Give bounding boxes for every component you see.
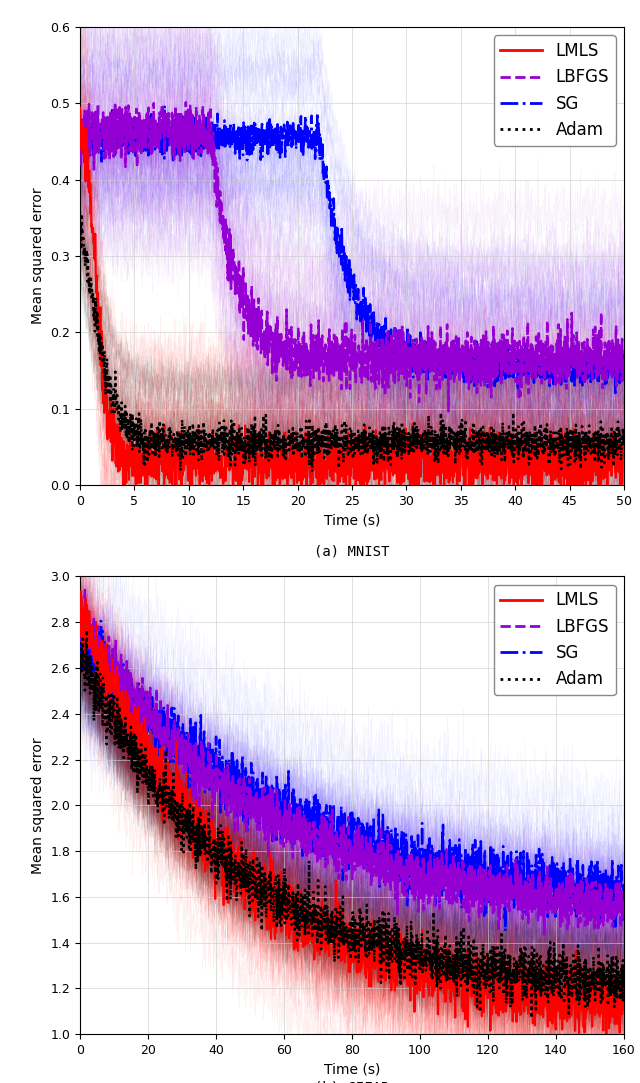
- Text: (a) MNIST: (a) MNIST: [314, 545, 390, 559]
- X-axis label: Time (s): Time (s): [324, 513, 380, 527]
- Y-axis label: Mean squared error: Mean squared error: [31, 738, 45, 874]
- Text: (b) CIFAR: (b) CIFAR: [314, 1080, 390, 1083]
- Y-axis label: Mean squared error: Mean squared error: [31, 187, 45, 324]
- Legend: LMLS, LBFGS, SG, Adam: LMLS, LBFGS, SG, Adam: [494, 36, 616, 146]
- Legend: LMLS, LBFGS, SG, Adam: LMLS, LBFGS, SG, Adam: [494, 585, 616, 695]
- X-axis label: Time (s): Time (s): [324, 1062, 380, 1077]
